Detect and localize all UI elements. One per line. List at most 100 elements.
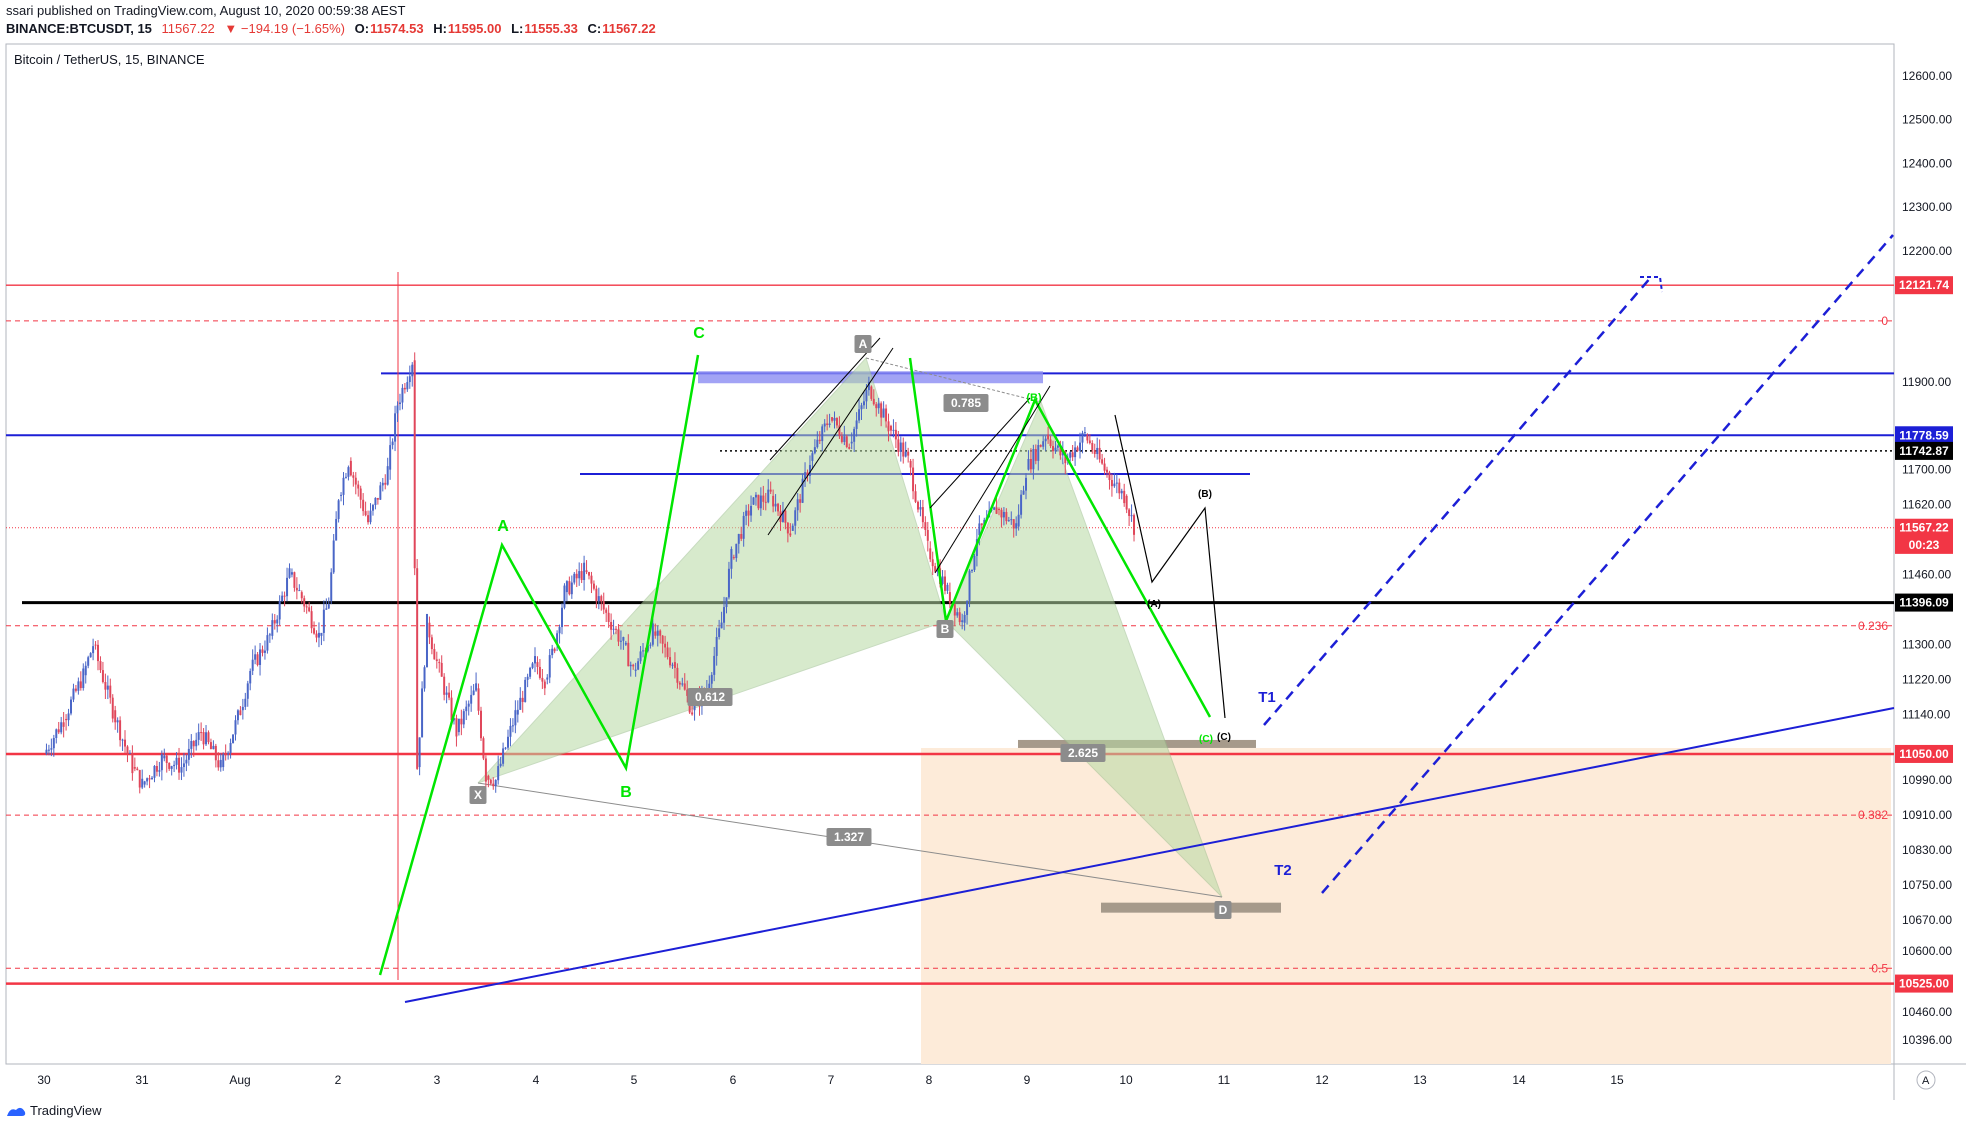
candle-body: [87, 657, 90, 666]
candle-body: [425, 614, 428, 668]
candle-body: [914, 491, 917, 502]
price-tag: 11567.22: [1895, 518, 1953, 537]
candle-body: [487, 775, 490, 780]
candle-body: [710, 674, 713, 684]
candle-body: [956, 612, 959, 616]
ratio-tag: 2.625: [1060, 744, 1106, 762]
candle-body: [55, 729, 58, 739]
ratio-tag: 1.327: [826, 828, 872, 846]
candle-body: [389, 445, 392, 470]
candle-body: [656, 630, 659, 636]
candle-body: [889, 425, 892, 431]
y-tick-label: 10396.00: [1902, 1033, 1952, 1047]
price-tag: 11396.09: [1895, 593, 1953, 612]
candle-body: [725, 597, 728, 608]
candle-body: [691, 712, 694, 715]
candle-body: [57, 729, 60, 733]
candle-body: [1061, 452, 1064, 456]
candle-body: [565, 581, 568, 593]
candle-body: [794, 510, 797, 526]
candle-body: [568, 581, 571, 595]
price-tag: 12121.74: [1895, 276, 1953, 295]
candle-body: [543, 681, 546, 689]
candle-body: [413, 360, 416, 569]
candle-body: [1052, 446, 1055, 452]
candle-body: [224, 754, 227, 756]
candle-body: [462, 711, 465, 725]
candle-body: [553, 648, 556, 652]
candle-body: [664, 643, 667, 648]
ratio-tag: 0.612: [687, 688, 733, 706]
candle-body: [180, 767, 183, 773]
candle-body: [821, 426, 824, 442]
candle-body: [433, 649, 436, 660]
close-label: C:: [587, 21, 602, 36]
candle-body: [207, 732, 210, 743]
wave-label: (C): [1199, 734, 1213, 745]
candle-body: [845, 436, 848, 447]
point-tag-text: D: [1219, 903, 1228, 917]
candle-body: [961, 620, 964, 623]
auto-scale-button[interactable]: [1916, 1070, 1936, 1090]
wedge-lower: [934, 385, 1051, 574]
candle-body: [676, 667, 679, 683]
candle-body: [1113, 483, 1116, 487]
candle-body: [423, 667, 426, 689]
candle-body: [683, 683, 686, 690]
candle-body: [367, 515, 370, 523]
candle-body: [865, 390, 868, 402]
candle-body: [1064, 452, 1067, 464]
candle-body: [526, 676, 529, 680]
candle-body: [47, 749, 50, 751]
candle-body: [708, 683, 711, 689]
candle-body: [811, 453, 814, 461]
candle-body: [970, 569, 973, 571]
candle-body: [101, 670, 104, 683]
candle-body: [1037, 445, 1040, 461]
x-tick-label: 10: [1119, 1073, 1133, 1087]
candle-body: [610, 621, 613, 630]
candle-body: [600, 596, 603, 602]
candle-body: [418, 737, 421, 768]
point-tag-bg: [936, 620, 954, 638]
x-tick-label: 14: [1512, 1073, 1526, 1087]
candle-body: [899, 442, 902, 452]
candle-body: [767, 489, 770, 503]
x-tick-label: 7: [828, 1073, 835, 1087]
candle-body: [116, 720, 119, 723]
candle-body: [357, 484, 360, 489]
candle-body: [561, 607, 564, 628]
fib-level-label: 0.236: [1858, 619, 1888, 633]
low-label: L:: [511, 21, 524, 36]
candle-body: [190, 741, 193, 749]
candle-body: [887, 421, 890, 432]
candle-body: [499, 763, 502, 767]
candle-body: [639, 651, 642, 662]
candle-body: [659, 630, 662, 636]
x-tick-label: 11: [1218, 1073, 1231, 1087]
candle-body: [175, 757, 178, 765]
candle-body: [266, 635, 269, 651]
candle-body: [170, 766, 173, 769]
candle-body: [197, 732, 200, 740]
candle-body: [497, 766, 500, 781]
candle-body: [506, 736, 509, 748]
wave-label: C: [693, 325, 705, 342]
candle-body: [966, 600, 969, 615]
ohlc-bar: BINANCE:BTCUSDT, 15 11567.22 ▼ −194.19 (…: [6, 21, 662, 36]
candle-body: [1032, 449, 1035, 470]
candle-body: [187, 748, 190, 760]
candle-body: [941, 576, 944, 585]
candle-body: [205, 732, 208, 745]
candle-body: [342, 477, 345, 495]
candle-body: [249, 670, 252, 684]
candle-body: [870, 386, 873, 399]
y-tick-label: 12300.00: [1902, 200, 1952, 214]
candle-body: [995, 507, 998, 514]
candle-body: [578, 571, 581, 579]
candle-body: [926, 529, 929, 541]
candle-body: [406, 382, 409, 390]
candle-body: [133, 767, 136, 769]
candle-body: [762, 495, 765, 502]
